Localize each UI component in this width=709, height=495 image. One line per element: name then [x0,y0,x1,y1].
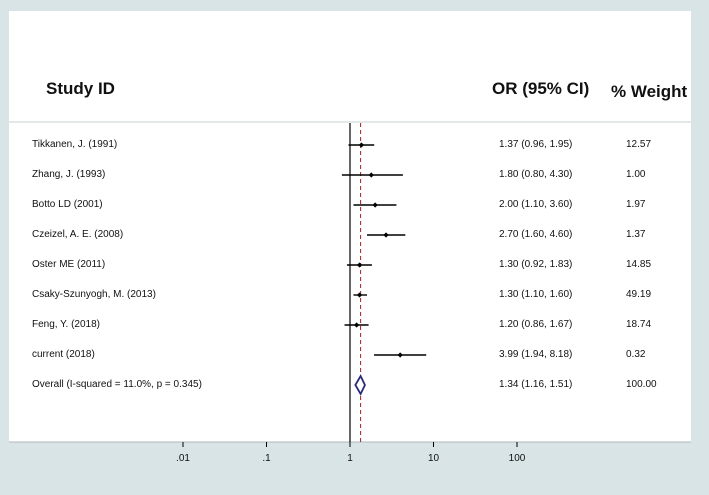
study-ci-text: 2.00 (1.10, 3.60) [499,199,573,210]
study-point-marker [356,262,363,268]
x-tick-label: 100 [508,453,526,464]
header-or-ci: OR (95% CI) [492,79,590,98]
study-weight: 12.57 [626,139,652,150]
study-ci-text: 1.37 (0.96, 1.95) [499,139,573,150]
study-weight: 49.19 [626,289,652,300]
study-label: Oster ME (2011) [32,259,106,270]
study-label: Csaky-Szunyogh, M. (2013) [32,289,156,300]
study-point-marker [383,232,389,238]
overall-ci-text: 1.34 (1.16, 1.51) [499,379,573,390]
study-weight: 1.00 [626,169,646,180]
study-label: Zhang, J. (1993) [32,169,106,180]
study-ci-text: 1.30 (1.10, 1.60) [499,289,573,300]
study-ci-text: 1.20 (0.86, 1.67) [499,319,573,330]
study-label: Botto LD (2001) [32,199,103,210]
study-weight: 14.85 [626,259,652,270]
study-ci-text: 1.30 (0.92, 1.83) [499,259,573,270]
x-tick-label: 10 [427,453,440,464]
x-tick-label: 1 [347,453,353,464]
study-weight: 0.32 [626,349,646,360]
overall-weight: 100.00 [626,379,657,390]
study-label: Feng, Y. (2018) [32,319,101,330]
overall-diamond [354,374,366,396]
header-study-id: Study ID [46,79,115,98]
study-point-marker [368,172,374,178]
x-tick-label: .01 [176,453,190,464]
study-point-marker [358,142,365,148]
x-tick-label: .1 [262,453,271,464]
study-weight: 18.74 [626,319,652,330]
study-weight: 1.37 [626,229,646,240]
study-ci-text: 1.80 (0.80, 4.30) [499,169,573,180]
study-ci-text: 2.70 (1.60, 4.60) [499,229,573,240]
study-weight: 1.97 [626,199,646,210]
study-ci-text: 3.99 (1.94, 8.18) [499,349,573,360]
study-point-marker [354,322,360,328]
study-point-marker [372,202,378,208]
study-label: Tikkanen, J. (1991) [32,139,118,150]
study-point-marker [397,352,403,358]
overall-label: Overall (I-squared = 11.0%, p = 0.345) [32,379,202,390]
study-label: current (2018) [32,349,95,360]
header-weight: % Weight [611,82,688,101]
study-point-marker [356,292,363,298]
study-label: Czeizel, A. E. (2008) [32,229,124,240]
